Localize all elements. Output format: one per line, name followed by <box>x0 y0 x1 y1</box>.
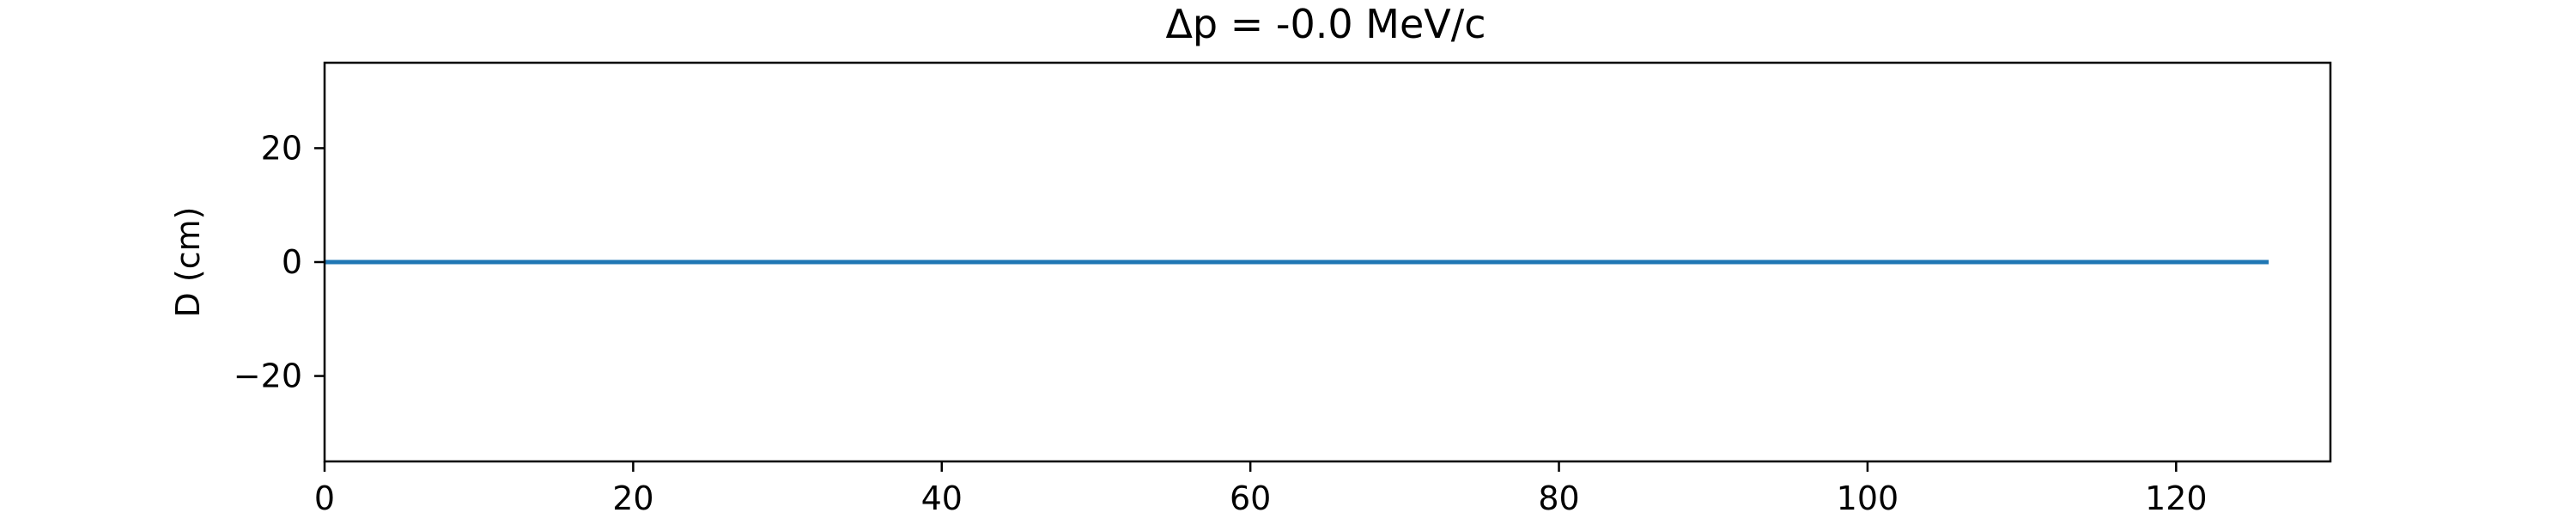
x-tick-label: 40 <box>921 479 963 516</box>
x-tick-label: 20 <box>612 479 653 516</box>
x-tick-label: 100 <box>1837 479 1899 516</box>
x-tick-label: 0 <box>314 479 335 516</box>
x-tick-label: 80 <box>1538 479 1579 516</box>
y-tick-label: −20 <box>234 357 302 395</box>
x-tick-label: 60 <box>1230 479 1271 516</box>
chart-title: Δp = -0.0 MeV/c <box>1165 1 1485 47</box>
x-tick-label: 120 <box>2145 479 2208 516</box>
y-axis-label: D (cm) <box>169 207 207 318</box>
y-tick-label: 20 <box>261 129 302 167</box>
y-tick-label: 0 <box>282 243 302 281</box>
